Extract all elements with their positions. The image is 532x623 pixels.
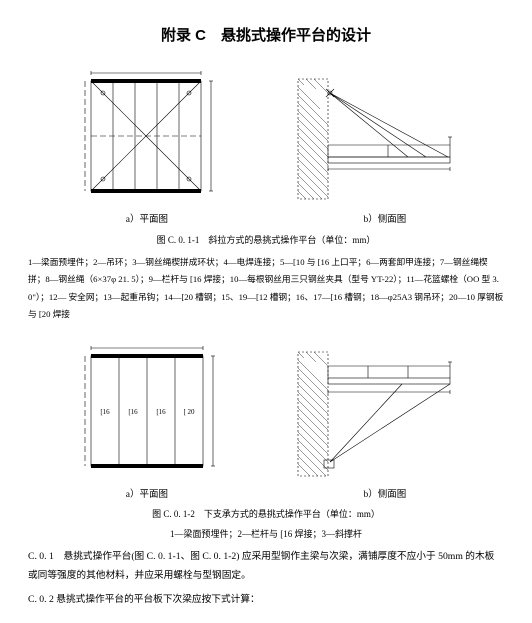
figure-2b-label: b）侧面图 [363,488,406,503]
page-title: 附录 C 悬挑式操作平台的设计 [28,24,504,47]
paragraph-c02: C. 0. 2 悬挑式操作平台的平台板下次梁应按下式计算： [28,591,504,609]
figure-1-legend: 1—梁面预埋件；2—吊环；3—钢丝绳楔拼成环状；4—电焊连接；5—[10 与 [… [28,254,504,324]
figure-2b-side [278,334,478,484]
svg-text:[16: [16 [100,408,110,416]
paragraph-c01: C. 0. 1 悬挑式操作平台(图 C. 0. 1-1、图 C. 0. 1-2)… [28,548,504,585]
svg-text:[ 20: [ 20 [183,408,195,416]
figure-2a-label: a）平面图 [126,488,168,503]
figure-1b-side [278,59,478,209]
figure-2-row: [16 [16 [16 [ 20 [28,334,504,484]
figure-1-caption: 图 C. 0. 1-1 斜拉方式的悬挑式操作平台（单位：mm） [28,234,504,248]
figure-2-caption: 图 C. 0. 1-2 下支承方式的悬挑式操作平台（单位：mm） [28,508,504,522]
figure-1-row [28,59,504,209]
figure-2-legend: 1—梁面预埋件；2—栏杆与 [16 焊接；3—斜撑杆 [28,528,504,542]
svg-text:[16: [16 [128,408,138,416]
figure-2a-plan: [16 [16 [16 [ 20 [55,334,225,484]
figure-1a-label: a）平面图 [126,213,168,228]
figure-1a-plan [55,59,225,209]
figure-1-labels: a）平面图 b）侧面图 [28,213,504,228]
svg-text:[16: [16 [156,408,166,416]
figure-2-labels: a）平面图 b）侧面图 [28,488,504,503]
figure-1b-label: b）侧面图 [363,213,406,228]
